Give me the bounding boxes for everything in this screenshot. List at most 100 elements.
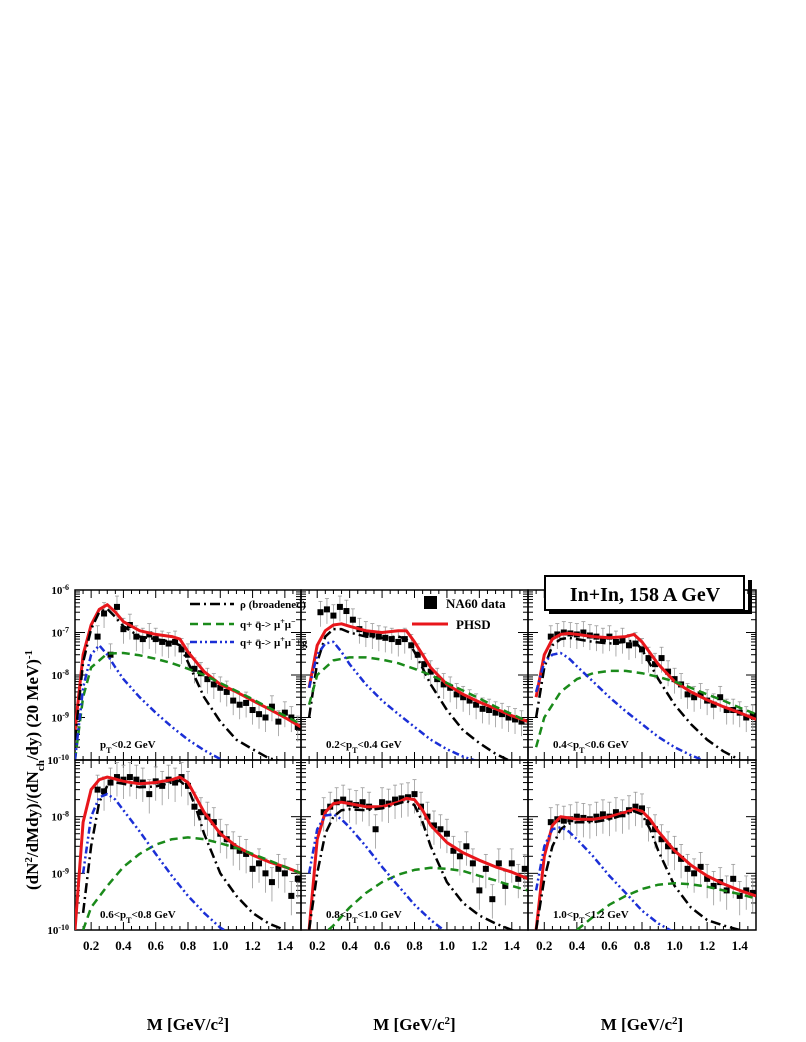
x-tick-label: 1.0 [666,938,682,953]
na60-data-point [723,707,730,714]
panel-label: pT<0.2 GeV [100,739,156,755]
na60-data-point [392,796,399,803]
x-tick-label: 0.2 [536,938,552,953]
na60-data-point [372,826,379,833]
series-broadened-line [81,779,286,930]
na60-data-point [421,661,428,668]
panel-frame [527,759,757,931]
x-axis-title: M [GeV/c2] [601,1015,683,1034]
x-tick-label: 0.8 [634,938,651,953]
panel-grid: 10-10 10-9 10-8 10-7 10-6 pT<0.2 GeV 0.2<pT<0.… [47,583,757,1034]
na60-data-point [281,870,288,877]
panel-5: 0.2 0.4 0.6 0.8 1.0 1.2 1.4 0.8<pT<1.0 GeV M [Ge… [300,759,529,1034]
x-tick-label: 1.4 [504,938,521,953]
legend-data: NA60 data PHSD [412,596,506,632]
na60-data-point [456,853,463,860]
panel-frame [527,589,757,761]
panel-label: 0.6<pT<0.8 GeV [100,909,176,925]
na60-data-point [512,716,519,723]
panel-frame [74,589,302,761]
na60-data-point [256,860,263,867]
na60-data-point [730,875,737,882]
series-q-q-line [81,836,301,930]
x-tick-label: 0.4 [115,938,132,953]
na60-data-point [281,709,288,716]
na60-data-point [486,707,493,714]
na60-data-point [236,701,243,708]
na60-data-point [749,712,756,719]
series-q-q-g-line [307,813,446,930]
na60-data-point [482,865,489,872]
na60-data-point [691,870,698,877]
na60-data-point [191,665,198,672]
series-phsd-line [534,807,756,930]
na60-data-point [343,608,350,615]
na60-data-point [573,813,580,820]
na60-data-point [340,796,347,803]
na60-data-point [593,813,600,820]
na60-data-point [288,714,295,721]
na60-data-point [165,640,172,647]
na60-data-point [508,860,515,867]
na60-data-point [243,699,250,706]
x-tick-label: 0.6 [148,938,165,953]
na60-data-point [320,809,327,816]
na60-data-point [275,865,282,872]
na60-data-point [330,612,337,619]
x-tick-label: 1.0 [212,938,228,953]
na60-data-point [113,774,120,781]
na60-data-point [101,610,108,617]
na60-data-point [369,631,376,638]
na60-data-point [210,681,217,688]
legend-rho-label: ρ (broadened) [240,599,306,611]
series-q-q-line [75,651,301,760]
na60-data-point [443,830,450,837]
na60-data-point [172,638,179,645]
legend-na60-label: NA60 data [446,596,506,611]
series-broadened-line [307,627,511,760]
series-phsd-line [307,796,528,930]
na60-data-point [515,875,522,882]
x-tick-label: 1.2 [471,938,487,953]
na60-data-point [288,892,295,899]
na60-data-point [133,633,140,640]
na60-data-point [94,633,101,640]
legend-na60-marker [424,596,437,609]
na60-data-point [469,860,476,867]
na60-data-point [107,779,114,786]
na60-data-point [437,826,444,833]
na60-data-point [560,817,567,824]
na60-data-point [612,809,619,816]
na60-data-point [414,651,421,658]
series-q-q-g-line [75,644,227,760]
na60-data-point [249,865,256,872]
na60-data-point [460,694,467,701]
na60-data-point [427,668,434,675]
series-phsd-line [307,622,528,724]
na60-data-point [710,701,717,708]
na60-data-point [625,642,632,649]
na60-data-point [453,691,460,698]
x-tick-label: 0.6 [601,938,618,953]
y-tick-label: 10-9 [51,710,69,725]
legend-phsd-label: PHSD [456,617,491,632]
na60-data-point [120,776,127,783]
na60-data-point [262,714,269,721]
na60-data-point [502,882,509,889]
na60-data-point [440,681,447,688]
na60-data-point [223,688,230,695]
na60-data-point [495,860,502,867]
x-axis-title: M [GeV/c2] [147,1015,229,1034]
plot-area [75,762,301,930]
y-axis-title: (dN2/dMdy)/(dNch/dy) (20 MeV)-1 [23,650,47,890]
na60-data-point [230,843,237,850]
y-tick-label: 10-10 [47,753,69,768]
na60-data-point [172,779,179,786]
na60-data-point [554,631,561,638]
na60-data-point [665,843,672,850]
na60-data-point [146,791,153,798]
na60-data-point [671,676,678,683]
na60-data-point [678,855,685,862]
na60-data-point [717,694,724,701]
